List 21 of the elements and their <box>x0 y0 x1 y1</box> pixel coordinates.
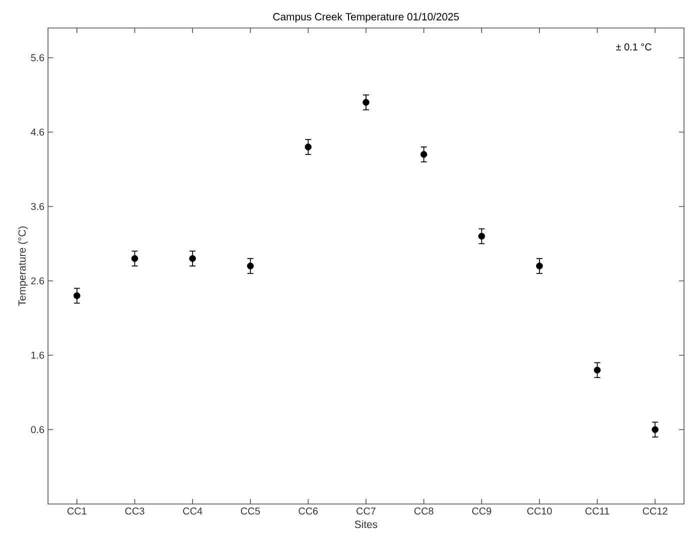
y-tick-label: 3.6 <box>31 202 44 210</box>
y-tick-label: 1.6 <box>31 352 44 359</box>
x-tick-label: CC10 <box>527 508 552 515</box>
y-tick-label: 5.6 <box>31 54 44 62</box>
y-tick-label: 4.6 <box>30 128 44 136</box>
x-tick-label: CC7 <box>356 508 376 515</box>
y-axis-title: Temperature (°C) <box>18 226 28 306</box>
x-tick-label: CC8 <box>414 508 434 515</box>
x-tick-label: CC12 <box>642 508 668 515</box>
chart-title: Campus Creek Temperature 01/10/2025 <box>273 12 459 22</box>
y-tick-label: 0.6 <box>31 426 44 434</box>
x-tick-label: CC1 <box>67 508 86 515</box>
x-tick-label: CC9 <box>472 508 492 515</box>
x-tick-label: CC11 <box>585 508 610 515</box>
x-tick-label: CC5 <box>240 508 260 515</box>
x-tick-label: CC6 <box>298 508 318 515</box>
x-axis-title: Sites <box>354 520 378 528</box>
y-tick-label: 2.6 <box>31 277 44 284</box>
x-tick-label: CC3 <box>125 508 144 515</box>
annotation: ± 0.1 °C <box>616 43 652 50</box>
x-tick-label: CC4 <box>183 508 202 515</box>
